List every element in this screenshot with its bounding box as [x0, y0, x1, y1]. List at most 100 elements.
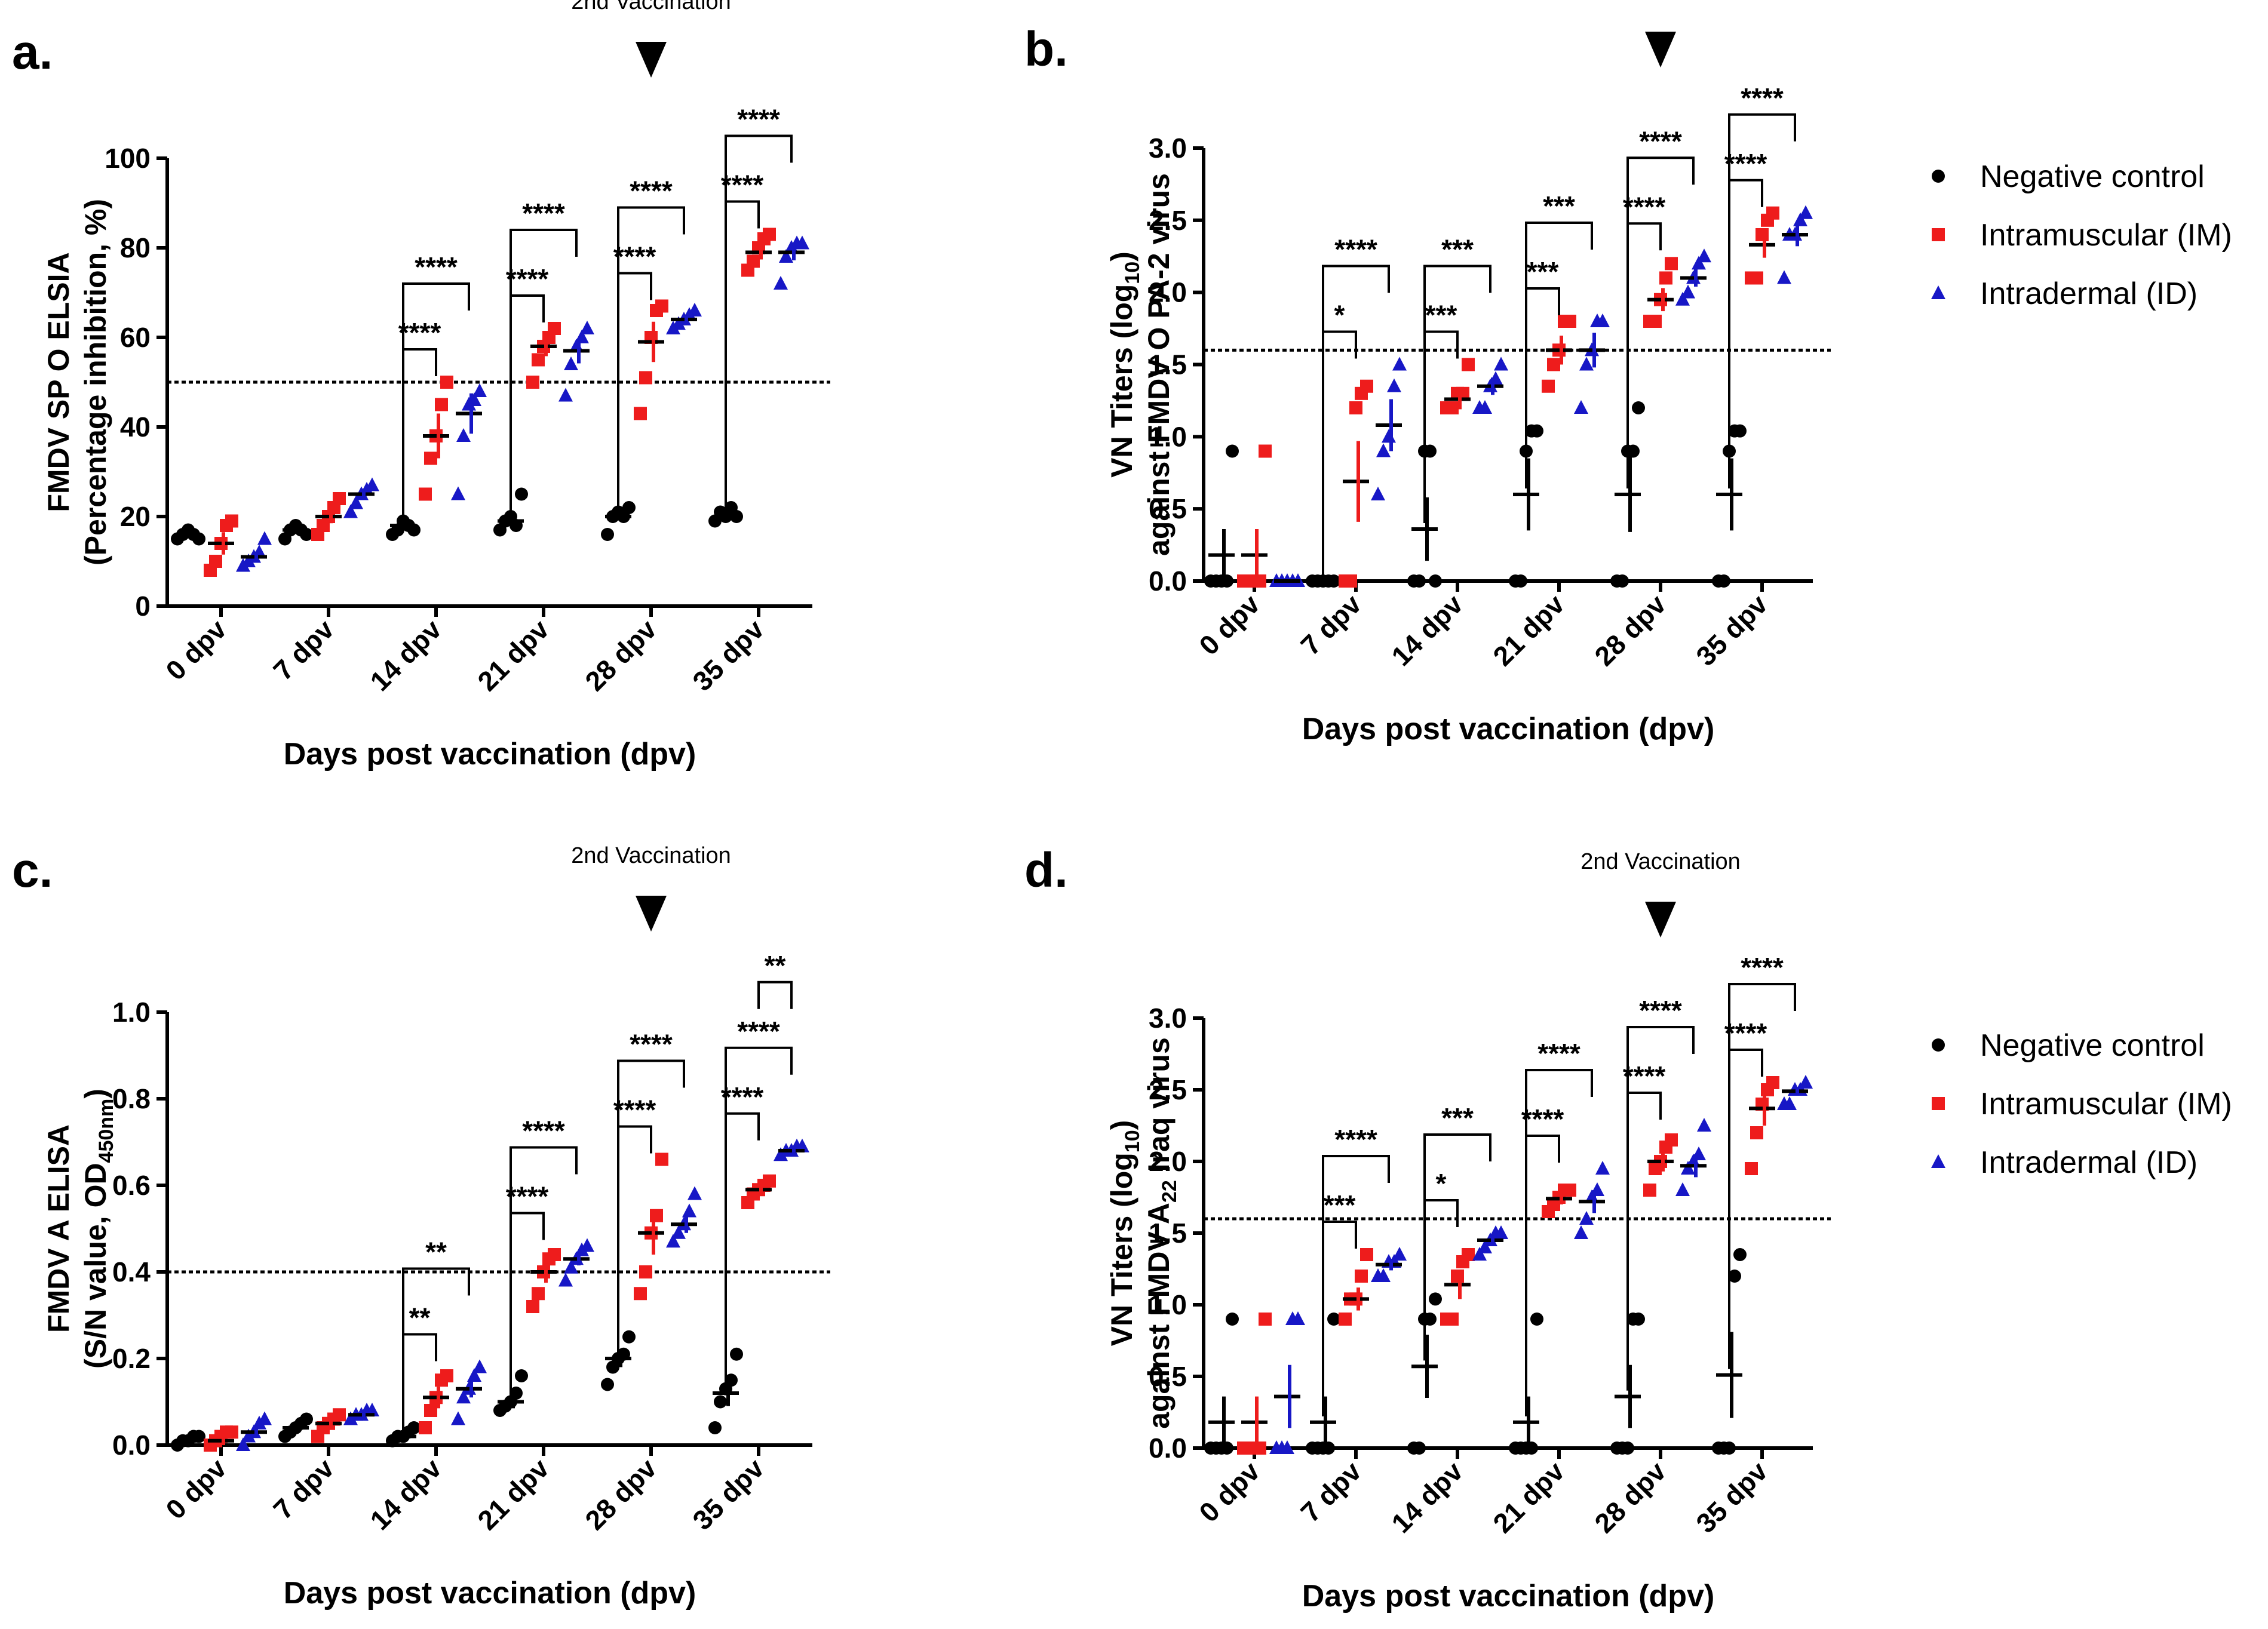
data-point	[1750, 1126, 1763, 1139]
data-point	[532, 353, 545, 367]
data-point	[1717, 574, 1730, 588]
data-point	[639, 1265, 652, 1278]
data-point	[419, 487, 432, 501]
significance-label: ****	[398, 317, 441, 348]
x-tick-label: 35 dpv	[1690, 588, 1773, 672]
data-point	[515, 1369, 528, 1382]
x-tick-label: 0 dpv	[159, 1452, 232, 1525]
x-tick-label: 21 dpv	[471, 1452, 555, 1536]
data-point	[548, 1248, 561, 1261]
significance-label: *	[1436, 1168, 1447, 1199]
data-point	[779, 249, 793, 263]
data-point	[1291, 1311, 1305, 1325]
significance-bracket	[617, 272, 652, 511]
significance-bracket	[1525, 1135, 1560, 1416]
y-axis-title-text: against FMDV A	[1142, 1203, 1176, 1429]
data-point	[1530, 1313, 1543, 1326]
data-point	[1574, 400, 1588, 414]
data-point	[666, 1234, 680, 1248]
data-point	[1472, 1247, 1487, 1261]
x-axis-title: Days post vaccination (dpv)	[284, 737, 696, 772]
data-point	[333, 492, 346, 505]
data-point	[1514, 574, 1527, 588]
data-point	[1563, 1184, 1576, 1197]
x-tick-label: 28 dpv	[1588, 588, 1672, 672]
vaccination-annotation: 2nd Vaccination	[1580, 849, 1741, 874]
x-tick-label: 35 dpv	[1690, 1455, 1773, 1539]
data-point	[1445, 1313, 1459, 1326]
data-point	[601, 1378, 614, 1391]
significance-bracket	[757, 981, 793, 1009]
legend-marker-icon	[1932, 228, 1945, 241]
x-tick-label: 28 dpv	[579, 1452, 662, 1536]
data-point	[622, 1330, 636, 1344]
significance-bracket	[510, 294, 545, 515]
y-tick-label: 1.5	[1149, 349, 1187, 380]
significance-label: ****	[1623, 191, 1666, 222]
data-point	[1478, 400, 1492, 414]
significance-label: ****	[737, 104, 780, 135]
y-tick-label: 40	[120, 411, 151, 442]
data-point	[580, 321, 594, 334]
y-axis-title-line2: (S/N value, OD450nm)	[79, 1089, 118, 1369]
data-point	[419, 1421, 432, 1434]
y-axis-title-text: Iraq virus	[1142, 1037, 1176, 1180]
data-point	[1494, 356, 1508, 371]
data-point	[1799, 1075, 1813, 1089]
data-point	[601, 528, 614, 541]
y-axis-title-text: VN Titers (log	[1105, 284, 1138, 478]
significance-bracket	[1626, 156, 1695, 488]
y-axis-title-text: (S/N value, OD	[79, 1163, 112, 1369]
data-point	[1478, 1240, 1492, 1253]
data-point	[1376, 1268, 1391, 1282]
data-point	[1643, 1184, 1656, 1197]
significance-label: ****	[613, 241, 656, 272]
data-point	[1697, 1118, 1711, 1132]
data-point	[1579, 1211, 1594, 1225]
significance-label: ****	[415, 251, 458, 282]
data-point	[349, 495, 363, 509]
data-point	[236, 1437, 250, 1451]
significance-label: ****	[613, 1095, 656, 1126]
legend-marker-icon	[1931, 1154, 1945, 1168]
y-tick-label: 1.0	[1149, 1289, 1187, 1320]
significance-bracket	[510, 229, 578, 515]
significance-label: **	[425, 1237, 447, 1268]
data-point	[795, 235, 809, 250]
legend-marker-icon	[1932, 1038, 1945, 1052]
y-axis-title-text: FMDV SP O ELSIA	[42, 252, 75, 512]
data-point	[343, 504, 358, 518]
significance-bracket	[1322, 1155, 1390, 1416]
vaccination-annotation: 2nd Vaccination	[1580, 0, 1741, 4]
x-tick-label: 14 dpv	[364, 613, 447, 697]
data-point	[1728, 1270, 1741, 1283]
significance-bracket	[402, 282, 470, 520]
significance-bracket	[1525, 1069, 1593, 1416]
data-point	[1632, 401, 1645, 414]
data-point	[526, 1300, 539, 1313]
data-point	[1595, 313, 1610, 327]
data-point	[1376, 443, 1391, 457]
data-point	[1745, 1162, 1758, 1175]
legend-marker-icon	[1932, 1097, 1945, 1110]
significance-bracket	[1423, 1133, 1491, 1361]
y-tick-label: 2.0	[1149, 1146, 1187, 1177]
y-axis-title-text: FMDV A ELISA	[42, 1124, 75, 1333]
data-point	[639, 371, 652, 385]
significance-label: ****	[1639, 125, 1682, 156]
significance-bracket	[1728, 179, 1763, 488]
data-point	[580, 1238, 594, 1252]
data-point	[1387, 378, 1401, 392]
data-point	[1793, 212, 1807, 226]
significance-label: ***	[1543, 190, 1575, 222]
data-point	[682, 1203, 696, 1218]
significance-label: ****	[1334, 1124, 1377, 1155]
significance-label: ****	[1724, 148, 1767, 179]
x-tick-label: 21 dpv	[1487, 1455, 1570, 1539]
data-point	[763, 1174, 776, 1188]
significance-label: ****	[1537, 1038, 1580, 1069]
data-point	[1799, 205, 1813, 219]
data-point	[1327, 1313, 1340, 1326]
y-tick-label: 0.0	[1149, 565, 1187, 597]
y-axis-title-text: against FMDV O PA-2 virus	[1142, 173, 1176, 556]
